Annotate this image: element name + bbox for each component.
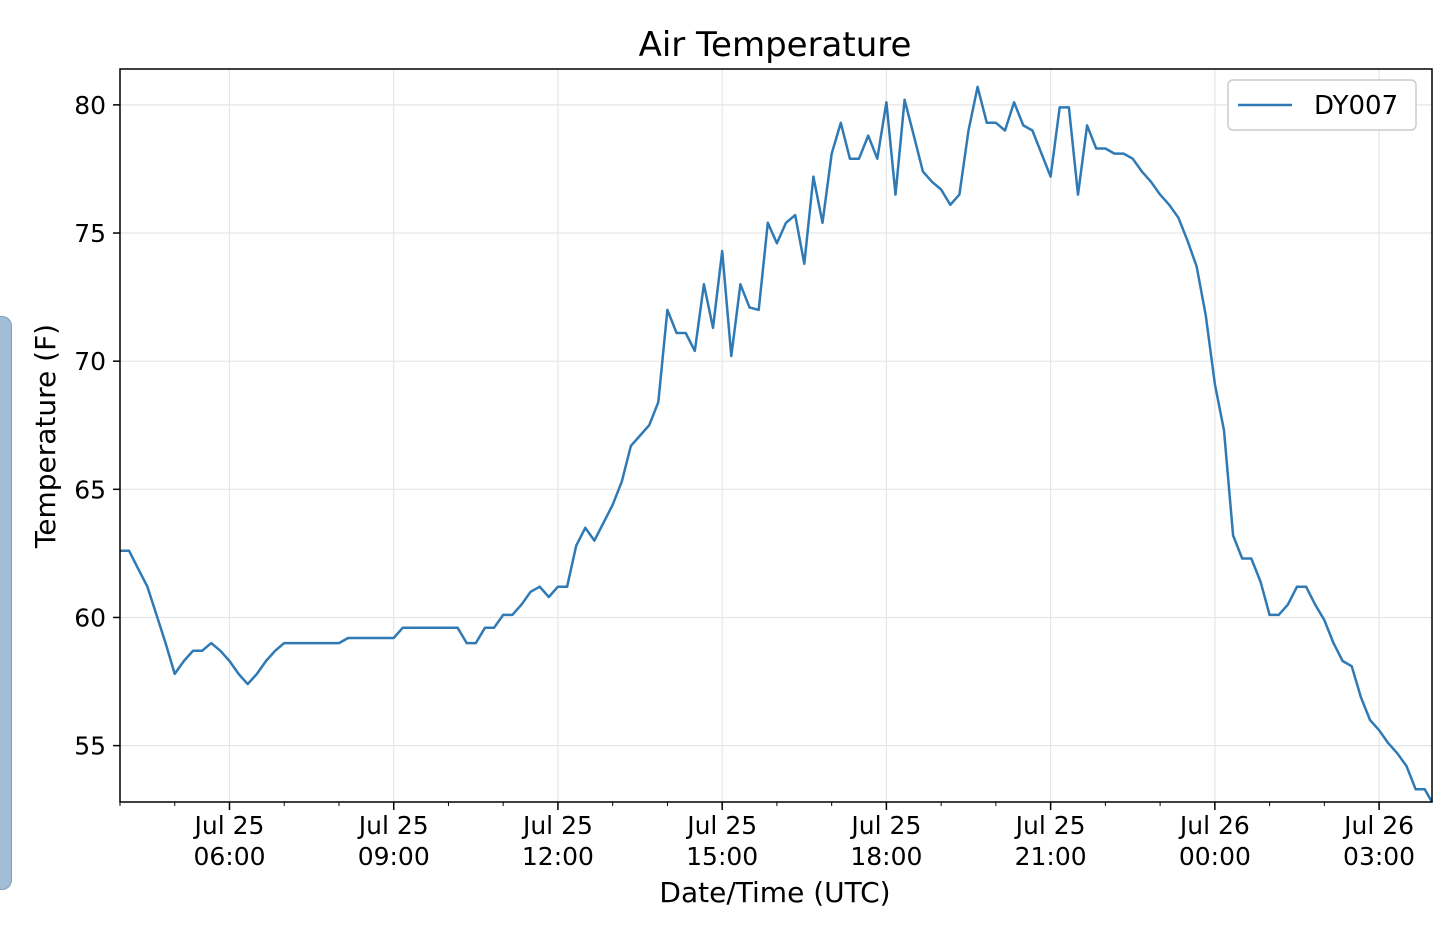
x-tick-label-date: Jul 25 — [521, 811, 593, 840]
x-tick-label-date: Jul 26 — [1178, 811, 1250, 840]
grid-lines — [120, 69, 1432, 802]
y-tick-label: 75 — [74, 219, 106, 248]
series-line-dy007 — [120, 85, 1434, 803]
y-tick-label: 70 — [74, 347, 106, 376]
y-tick-label: 55 — [74, 732, 106, 761]
x-tick-label-time: 12:00 — [522, 842, 594, 871]
y-axis-title: Temperature (F) — [29, 324, 62, 549]
x-tick-label-time: 09:00 — [358, 842, 430, 871]
axis-ticks — [113, 104, 1380, 810]
x-tick-label-time: 00:00 — [1179, 842, 1251, 871]
x-tick-label-date: Jul 25 — [193, 811, 265, 840]
plot-frame — [119, 68, 1433, 803]
legend-label: DY007 — [1314, 91, 1398, 121]
y-tick-label: 60 — [74, 603, 106, 632]
x-tick-label-time: 15:00 — [686, 842, 758, 871]
x-tick-label-time: 18:00 — [850, 842, 922, 871]
x-tick-label-date: Jul 25 — [685, 811, 757, 840]
x-tick-label-time: 03:00 — [1343, 842, 1415, 871]
x-tick-label-date: Jul 25 — [849, 811, 921, 840]
x-axis-title: Date/Time (UTC) — [659, 876, 890, 909]
x-tick-label-time: 06:00 — [193, 842, 265, 871]
y-tick-label: 65 — [74, 475, 106, 504]
x-tick-label-date: Jul 25 — [357, 811, 429, 840]
x-tick-label-date: Jul 26 — [1342, 811, 1414, 840]
x-tick-label-time: 21:00 — [1015, 842, 1087, 871]
legend: DY007 — [1227, 79, 1417, 131]
chart-title: Air Temperature — [639, 25, 912, 65]
y-tick-label: 80 — [74, 91, 106, 120]
legend-box — [1227, 79, 1417, 131]
x-tick-label-date: Jul 25 — [1014, 811, 1086, 840]
series-layer — [120, 85, 1434, 803]
